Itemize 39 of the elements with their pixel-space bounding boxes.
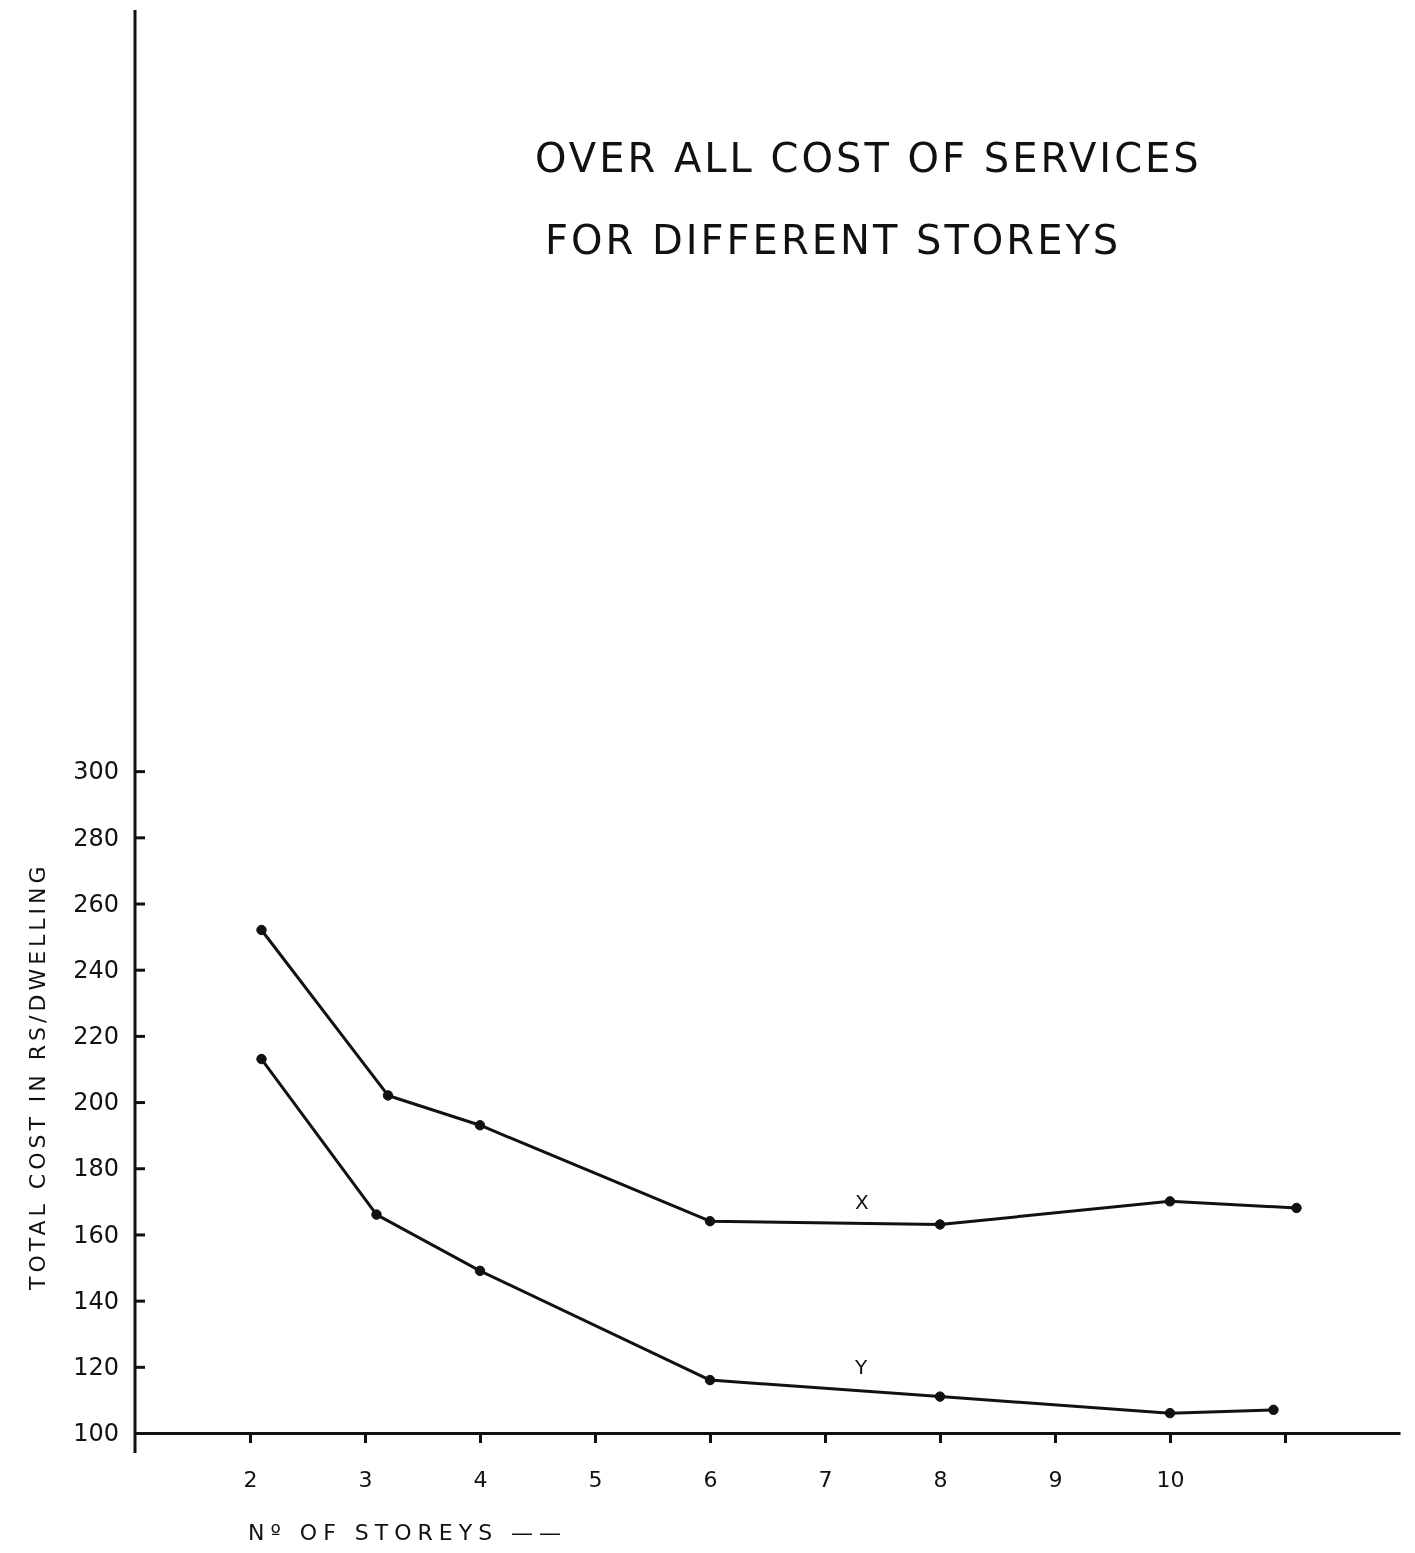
y-tick-label: 200 — [73, 1088, 119, 1117]
y-axis-title: TOTAL COST IN RS/DWELLING — [25, 862, 50, 1291]
x-tick-label: 7 — [818, 1466, 833, 1492]
point — [704, 1215, 716, 1227]
point — [934, 1391, 946, 1402]
x-tick-label: 5 — [588, 1466, 603, 1492]
point — [256, 924, 267, 936]
y-tick-label: 240 — [73, 955, 119, 984]
point — [474, 1265, 486, 1277]
y-tick-label: 160 — [73, 1220, 119, 1249]
x-tick-label: 3 — [358, 1466, 373, 1492]
point — [1164, 1407, 1176, 1419]
point — [1291, 1202, 1302, 1214]
point — [371, 1209, 382, 1220]
point — [1164, 1196, 1176, 1207]
point — [474, 1120, 486, 1131]
x-tick-label: 6 — [703, 1466, 718, 1492]
point — [382, 1090, 394, 1101]
point — [934, 1219, 946, 1230]
point — [704, 1374, 716, 1386]
series-label: Y — [854, 1355, 868, 1380]
x-tick-label: 10 — [1156, 1466, 1185, 1492]
y-tick-label: 220 — [73, 1022, 119, 1051]
x-tick-label: 4 — [473, 1466, 488, 1492]
series-label: X — [855, 1189, 869, 1214]
text: OVER ALL COST OF SERVICES FOR DIFFERENT STOREYS — [535, 135, 1202, 263]
y-tick-label: 120 — [73, 1352, 119, 1381]
y-tick-label: 280 — [73, 823, 119, 852]
y-tick-label: 180 — [73, 1154, 119, 1183]
y-tick-label: 260 — [73, 889, 119, 918]
y-tick-label: 300 — [73, 757, 119, 786]
point — [1268, 1404, 1279, 1416]
point — [256, 1053, 267, 1065]
x-tick-label: 9 — [1048, 1466, 1063, 1492]
x-tick-label: 2 — [243, 1466, 258, 1492]
y-tick-label: 140 — [73, 1286, 119, 1315]
x-tick-label: 8 — [933, 1466, 948, 1492]
y-tick-label: 100 — [73, 1419, 119, 1448]
x-axis-title: Nº OF STOREYS —— — [248, 1520, 568, 1545]
